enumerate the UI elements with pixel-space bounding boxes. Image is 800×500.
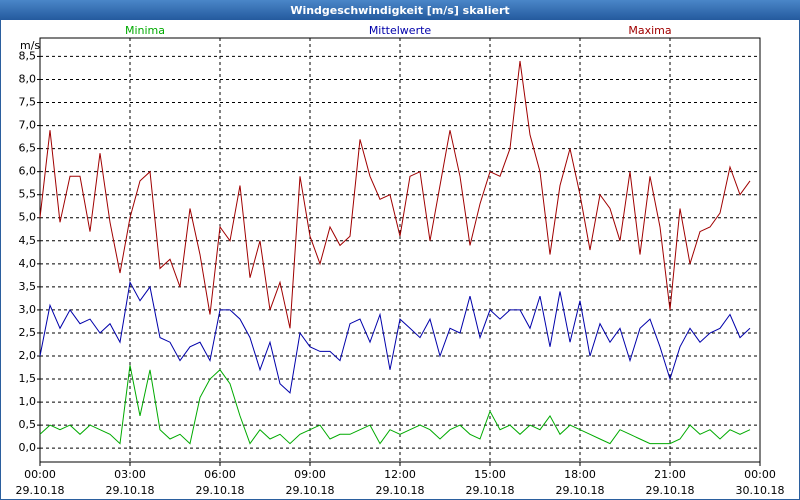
y-tick-label: 8,0 [19, 72, 37, 85]
y-tick-label: 3,5 [19, 280, 37, 293]
x-tick-label: 12:00 [384, 468, 416, 481]
y-tick-label: 8,5 [19, 49, 37, 62]
y-tick-label: 4,0 [19, 257, 37, 270]
x-tick-label: 00:00 [24, 468, 56, 481]
x-tick-date: 29.10.18 [556, 484, 605, 497]
x-tick-date: 29.10.18 [196, 484, 245, 497]
y-tick-label: 1,0 [19, 395, 37, 408]
x-tick-label: 03:00 [114, 468, 146, 481]
x-tick-label: 06:00 [204, 468, 236, 481]
y-tick-label: 6,5 [19, 142, 37, 155]
y-unit: m/s [20, 39, 40, 52]
y-tick-label: 5,0 [19, 211, 37, 224]
window-title: Windgeschwindigkeit [m/s] skaliert [290, 4, 509, 17]
x-tick-date: 29.10.18 [16, 484, 65, 497]
series-line [39, 60, 751, 329]
y-tick-label: 7,0 [19, 119, 37, 132]
y-tick-label: 7,5 [19, 96, 37, 109]
series-line [39, 365, 751, 445]
x-tick-label: 09:00 [294, 468, 326, 481]
y-tick-label: 2,0 [19, 349, 37, 362]
x-tick-date: 29.10.18 [106, 484, 155, 497]
x-tick-label: 18:00 [564, 468, 596, 481]
y-tick-label: 2,5 [19, 326, 37, 339]
y-tick-label: 4,5 [19, 234, 37, 247]
x-tick-date: 29.10.18 [646, 484, 695, 497]
x-tick-label: 00:00 [744, 468, 776, 481]
y-tick-label: 3,0 [19, 303, 37, 316]
x-tick-date: 29.10.18 [376, 484, 425, 497]
y-tick-label: 1,5 [19, 372, 37, 385]
series-line [39, 280, 751, 394]
legend-label: Minima [125, 24, 165, 37]
legend-label: Mittelwerte [369, 24, 432, 37]
y-tick-label: 0,0 [19, 441, 37, 454]
y-tick-label: 0,5 [19, 418, 37, 431]
x-tick-label: 15:00 [474, 468, 506, 481]
y-tick-label: 6,0 [19, 165, 37, 178]
x-tick-date: 29.10.18 [466, 484, 515, 497]
y-tick-label: 5,5 [19, 188, 37, 201]
legend-label: Maxima [628, 24, 671, 37]
x-tick-date: 30.10.18 [736, 484, 785, 497]
title-bar [0, 0, 800, 20]
x-tick-date: 29.10.18 [286, 484, 335, 497]
x-tick-label: 21:00 [654, 468, 686, 481]
